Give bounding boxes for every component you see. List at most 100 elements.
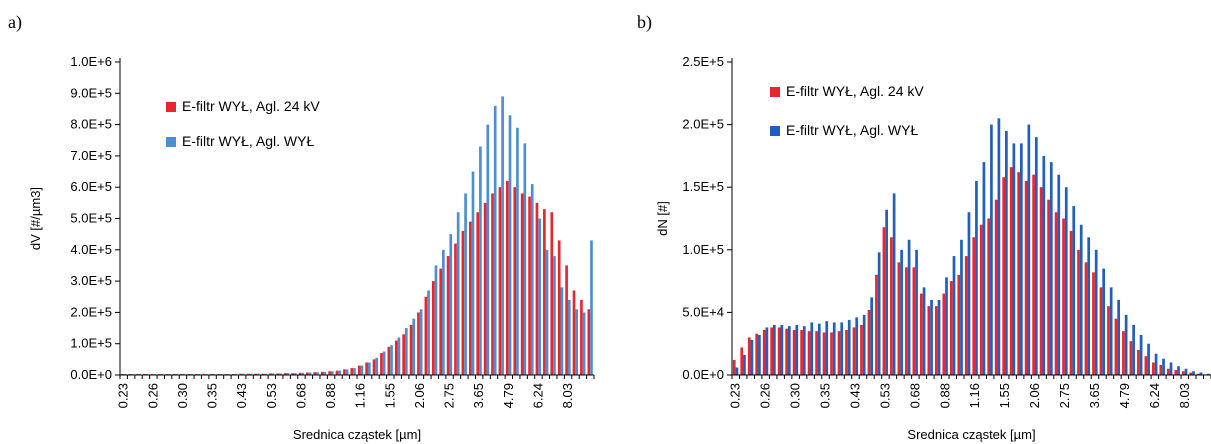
bar-series-1 [979, 224, 983, 375]
bar-series-2 [464, 193, 467, 375]
bar-series-2 [1005, 130, 1008, 375]
bar-series-2 [1034, 137, 1038, 375]
bar-series-1 [439, 268, 443, 375]
bar-series-1 [468, 221, 472, 375]
chart-a-svg: 0.0E+0 1.0E+5 2.0E+5 3.0E+5 4.0E+5 5.0E+5 6.0E… [28, 54, 595, 442]
bar-series-2 [1132, 324, 1135, 375]
x-tick-label: 8.03 [1177, 383, 1192, 408]
bar-series-1 [949, 281, 953, 375]
bar-series-2 [765, 327, 769, 375]
bar-series-1 [770, 327, 774, 375]
bar-series-1 [254, 373, 257, 375]
bar-series-1 [417, 312, 420, 375]
bar-series-1 [446, 256, 450, 375]
bar-series-2 [907, 239, 911, 375]
bar-series-2 [1124, 314, 1128, 375]
bar-series-2 [1139, 334, 1143, 375]
bar-series-2 [353, 368, 356, 375]
bar-series-1 [1062, 218, 1065, 375]
x-tick-label: 0.53 [877, 383, 892, 408]
bar-series-2 [486, 124, 490, 375]
x-tick-label: 2.75 [1057, 383, 1072, 408]
bar-series-1 [934, 306, 938, 375]
bar-series-2 [975, 180, 978, 375]
bar-series-2 [952, 256, 956, 375]
bar-series-2 [397, 337, 401, 375]
bar-series-2 [456, 212, 460, 375]
bar-series-1 [822, 332, 826, 375]
bar-series-1 [1152, 362, 1155, 375]
bar-series-2 [264, 373, 267, 375]
bar-series-2 [375, 357, 379, 375]
legend-swatch-2 [770, 126, 780, 136]
bar-series-1 [313, 372, 317, 375]
legend-label-2: E-filtr WYŁ, Agl. WYŁ [182, 133, 314, 149]
bar-series-2 [780, 324, 784, 375]
y-tick-label: 2.5E+5 [682, 54, 724, 69]
bar-series-2 [870, 297, 874, 375]
chart-panel-a: a) 0.0E+0 1.0E+5 2.0E+5 3.0E+5 4.0E+5 5.0E+5 6… [0, 0, 605, 444]
bar-series-2 [301, 372, 304, 375]
bar-series-1 [882, 227, 886, 375]
bar-series-1 [520, 193, 524, 375]
x-tick-label: 0.23 [116, 383, 131, 408]
bar-series-1 [1144, 356, 1148, 375]
bar-series-2 [1147, 343, 1150, 375]
bar-series-2 [338, 370, 342, 375]
y-tick-label: 1.0E+6 [70, 54, 112, 69]
x-tick-label: 4.79 [1117, 383, 1132, 408]
bar-series-1 [365, 362, 368, 375]
bar-series-1 [261, 373, 265, 375]
legend-swatch-1 [770, 87, 780, 97]
x-tick-label: 2.75 [442, 383, 457, 408]
bar-series-2 [982, 162, 986, 375]
y-tick-label: 5.0E+5 [70, 211, 112, 226]
bar-series-1 [1084, 262, 1088, 375]
y-axis-title: dV [#/µm3] [28, 187, 43, 250]
bar-series-2 [345, 369, 349, 375]
legend-label-2: E-filtr WYŁ, Agl. WYŁ [786, 122, 918, 138]
bar-series-1 [409, 324, 413, 375]
bar-series-1 [424, 296, 428, 375]
x-axis-title: Srednica cząstek [µm] [293, 427, 421, 442]
bar-series-1 [476, 212, 480, 375]
bar-series-1 [964, 256, 968, 375]
bar-series-2 [1064, 187, 1068, 375]
bar-series-2 [530, 184, 534, 375]
x-tick-label: 0.68 [293, 383, 308, 408]
bar-series-1 [506, 180, 509, 375]
bar-series-2 [493, 105, 497, 375]
bar-series-1 [1054, 212, 1058, 375]
bar-series-2 [967, 212, 971, 375]
bar-series-1 [387, 346, 391, 375]
bar-series-2 [279, 373, 282, 375]
bar-series-2 [960, 239, 963, 375]
bar-series-1 [1159, 364, 1163, 375]
bar-series-1 [498, 187, 502, 375]
bar-series-1 [994, 199, 998, 375]
bar-series-2 [575, 309, 579, 375]
bar-series-2 [360, 365, 364, 375]
bar-series-1 [830, 332, 833, 375]
bar-series-2 [1087, 237, 1091, 375]
bar-series-1 [927, 306, 931, 375]
bar-series-2 [945, 277, 948, 375]
bar-series-2 [553, 256, 556, 375]
bar-series-1 [328, 371, 331, 375]
bar-series-2 [508, 115, 512, 376]
bar-series-2 [915, 249, 918, 375]
x-tick-label: 0.30 [788, 383, 803, 408]
bar-series-2 [922, 287, 926, 375]
bar-series-1 [1166, 368, 1170, 375]
panel-label-a: a) [8, 12, 22, 32]
bar-series-2 [862, 314, 866, 375]
bar-series-2 [1027, 124, 1031, 375]
x-tick-label: 0.43 [234, 383, 249, 408]
chart-b-svg: 0.0E+0 5.0E+4 1.0E+5 1.5E+5 2.0E+5 2.5E+5 0.23… [655, 54, 1211, 442]
bar-series-1 [852, 327, 856, 375]
bar-series-1 [380, 353, 383, 375]
bar-series-1 [1077, 249, 1080, 375]
bar-series-2 [773, 324, 776, 375]
x-axis-title: Srednica cząstek [µm] [907, 427, 1035, 442]
x-tick-label: 1.55 [382, 383, 397, 408]
